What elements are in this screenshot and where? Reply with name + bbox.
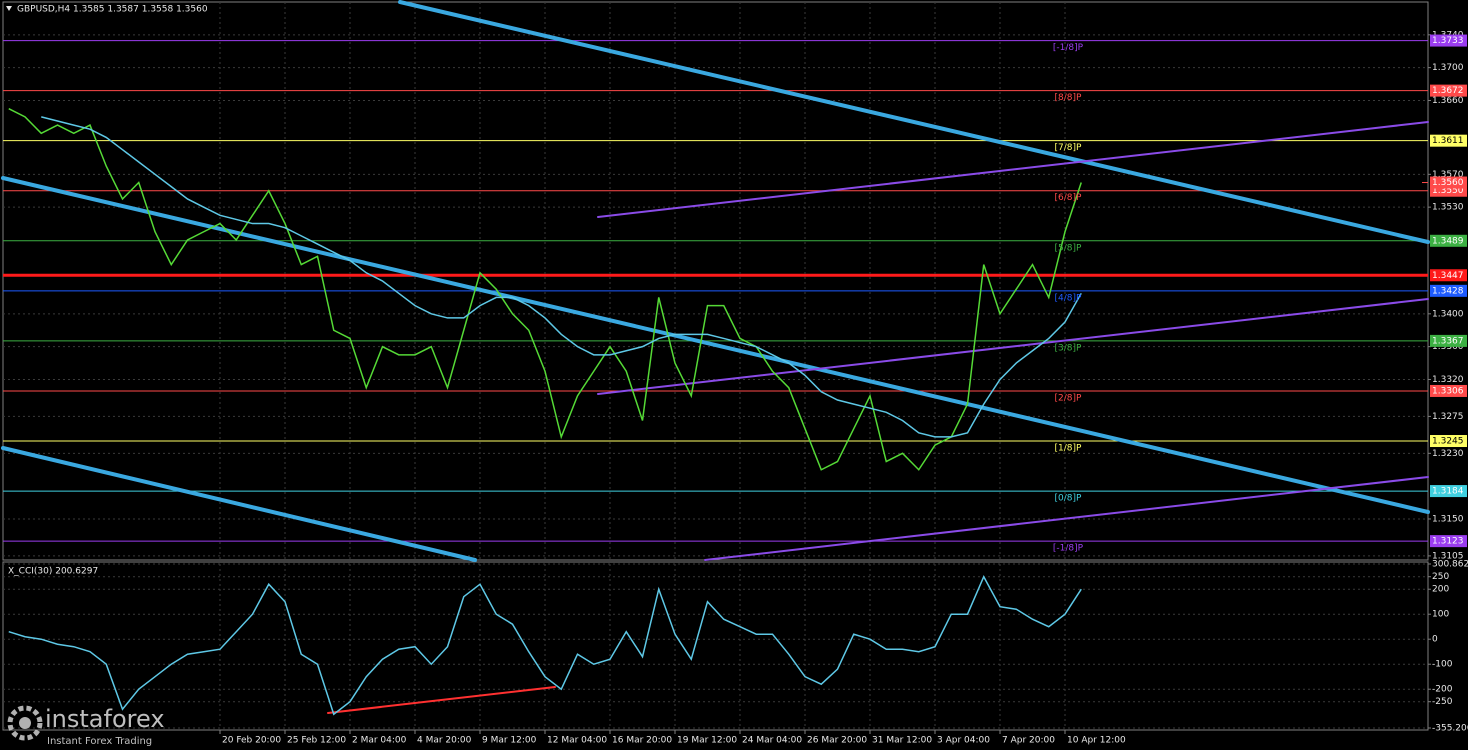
- x-tick-label: 16 Mar 20:00: [612, 736, 672, 746]
- watermark-name: instaforex: [45, 705, 165, 733]
- y-tick-label: 200: [1432, 585, 1449, 595]
- indicator-title: X_CCI(30) 200.6297: [8, 567, 98, 577]
- y-tick-label: 0: [1432, 635, 1438, 645]
- x-tick-label: 4 Mar 20:00: [417, 736, 472, 746]
- logo: [19, 717, 31, 729]
- series-line: [41, 116, 1082, 438]
- price-tag-label: 1.3184: [1432, 487, 1464, 497]
- y-tick-label: 250: [1432, 572, 1449, 582]
- price-frame: [2, 1, 1429, 561]
- level-label: [0/8]P: [1055, 494, 1083, 504]
- trend-line: [1, 446, 477, 562]
- series-line: [8, 574, 1082, 716]
- price-tag-label: 1.3367: [1432, 336, 1464, 346]
- logo: [7, 705, 43, 741]
- x-tick-label: 26 Mar 20:00: [807, 736, 867, 746]
- y-tick-label: 1.3400: [1432, 309, 1464, 319]
- price-tag: [1430, 535, 1467, 548]
- price-tag: [1430, 176, 1467, 189]
- y-tick-label: 1.3150: [1432, 514, 1464, 524]
- price-tag-label: 1.3428: [1432, 286, 1464, 296]
- price-tag: [1430, 234, 1467, 247]
- x-tick-label: 3 Apr 04:00: [937, 736, 990, 746]
- price-tag-label: 1.3123: [1432, 537, 1464, 547]
- price-tag: [1430, 485, 1467, 498]
- x-tick-label: 20 Feb 20:00: [222, 736, 281, 746]
- series-line: [8, 108, 1082, 471]
- level-label: [4/8]P: [1055, 293, 1083, 303]
- price-tag: [1430, 435, 1467, 448]
- price-tag: [1430, 384, 1467, 397]
- trend-line: [398, 0, 1430, 244]
- x-tick-label: 19 Mar 12:00: [677, 736, 737, 746]
- level-label: [2/8]P: [1055, 393, 1083, 403]
- price-tag: [1430, 84, 1467, 97]
- level-label: [6/8]P: [1055, 193, 1083, 203]
- price-tag: [1430, 134, 1467, 147]
- x-tick-label: 2 Mar 04:00: [352, 736, 407, 746]
- plot: [8, 108, 1082, 716]
- level-label: [8/8]P: [1055, 93, 1083, 103]
- watermark-tagline: Instant Forex Trading: [47, 736, 152, 747]
- y-tick-label: 300.8623: [1432, 560, 1468, 570]
- y-tick-label: -355.206: [1432, 724, 1468, 734]
- price-tag-label: 1.3672: [1432, 86, 1464, 96]
- y-tick-label: 1.3360: [1432, 342, 1464, 352]
- x-tick-label: 25 Feb 12:00: [287, 736, 346, 746]
- x-tick-label: 10 Apr 12:00: [1067, 736, 1126, 746]
- menu-arrow: [6, 6, 12, 11]
- price-tag: [1430, 334, 1467, 347]
- chart-title: GBPUSD,H4 1.3585 1.3587 1.3558 1.3560: [17, 5, 208, 15]
- y-tick-label: 1.3660: [1432, 96, 1464, 106]
- y-tick-label: 1.3530: [1432, 203, 1464, 213]
- level-label: [7/8]P: [1055, 143, 1083, 153]
- divergence-line: [327, 686, 556, 714]
- cci-frame: [2, 561, 1429, 731]
- price-tag-label: 1.3733: [1432, 36, 1464, 46]
- x-tick-label: 24 Mar 04:00: [742, 736, 802, 746]
- x-tick-label: 9 Mar 12:00: [482, 736, 537, 746]
- x-tick-label: 12 Mar 04:00: [547, 736, 607, 746]
- watermark: instaforex Instant Forex Trading: [7, 705, 165, 747]
- x-tick-label: 7 Apr 20:00: [1002, 736, 1055, 746]
- y-tick-label: -100: [1432, 660, 1453, 670]
- grid: [3, 2, 1428, 729]
- y-tick-label: -200: [1432, 685, 1453, 695]
- y-tick-label: 1.3320: [1432, 375, 1464, 385]
- price-tag: [1430, 34, 1467, 47]
- y-tick-label: 1.3570: [1432, 170, 1464, 180]
- y-tick-label: 1.3700: [1432, 63, 1464, 73]
- price-tag-label: 1.3447: [1432, 271, 1464, 281]
- x-tick-label: 31 Mar 12:00: [872, 736, 932, 746]
- channel-line: [597, 298, 1429, 395]
- level-label: [1/8]P: [1055, 444, 1083, 454]
- price-tag-label: 1.3306: [1432, 386, 1464, 396]
- y-tick-label: 1.3105: [1432, 551, 1464, 561]
- y-tick-label: 1.3275: [1432, 412, 1464, 422]
- level-label: [3/8]P: [1055, 343, 1083, 353]
- price-tag: [1430, 269, 1467, 282]
- channel-line: [704, 476, 1429, 561]
- level-label: [-1/8]P: [1053, 544, 1084, 554]
- price-tag: [1430, 284, 1467, 297]
- channel-line: [597, 121, 1429, 218]
- price-tag-label: 1.3489: [1432, 236, 1464, 246]
- y-tick-label: 100: [1432, 610, 1449, 620]
- level-label: [5/8]P: [1055, 243, 1083, 253]
- price-tag-label: 1.3550: [1432, 186, 1464, 196]
- price-tag-label: 1.3245: [1432, 437, 1464, 447]
- price-tag-label: 1.3611: [1432, 136, 1464, 146]
- level-label: [-1/8]P: [1053, 43, 1084, 53]
- y-tick-label: 1.3230: [1432, 449, 1464, 459]
- y-tick-label: -250: [1432, 697, 1453, 707]
- price-tag-label: 1.3560: [1432, 178, 1464, 188]
